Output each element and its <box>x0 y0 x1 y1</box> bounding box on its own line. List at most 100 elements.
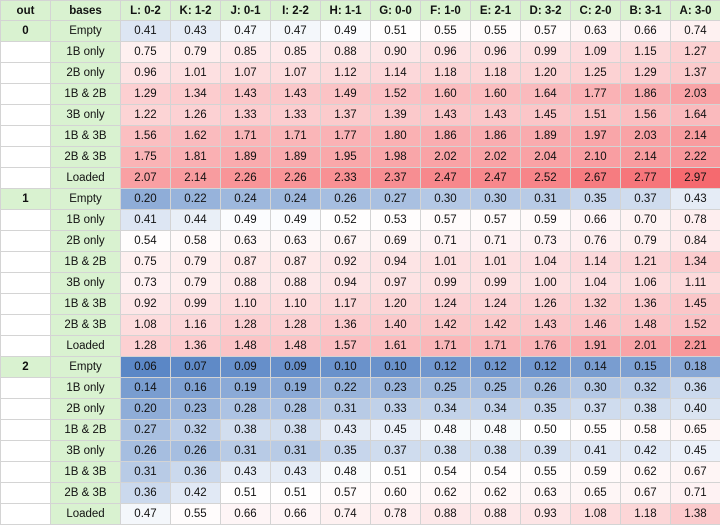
value-cell: 1.14 <box>371 63 421 84</box>
value-cell: 0.41 <box>121 210 171 231</box>
bases-label: 2B & 3B <box>51 315 121 336</box>
value-cell: 0.79 <box>171 273 221 294</box>
header-count-1: K: 1-2 <box>171 1 221 21</box>
value-cell: 0.51 <box>221 483 271 504</box>
value-cell: 0.57 <box>471 210 521 231</box>
bases-label: 1B only <box>51 42 121 63</box>
value-cell: 0.44 <box>171 210 221 231</box>
value-cell: 0.20 <box>121 399 171 420</box>
value-cell: 0.63 <box>571 21 621 42</box>
out-blank <box>1 315 51 336</box>
value-cell: 2.01 <box>621 336 671 357</box>
value-cell: 0.43 <box>671 189 720 210</box>
value-cell: 0.85 <box>271 42 321 63</box>
value-cell: 0.49 <box>321 21 371 42</box>
value-cell: 0.99 <box>471 273 521 294</box>
value-cell: 1.01 <box>421 252 471 273</box>
value-cell: 1.49 <box>321 84 371 105</box>
value-cell: 0.12 <box>471 357 521 378</box>
value-cell: 1.22 <box>121 105 171 126</box>
value-cell: 1.36 <box>321 315 371 336</box>
value-cell: 2.33 <box>321 168 371 189</box>
header-count-4: H: 1-1 <box>321 1 371 21</box>
value-cell: 2.03 <box>671 84 720 105</box>
value-cell: 0.24 <box>271 189 321 210</box>
value-cell: 0.48 <box>471 420 521 441</box>
value-cell: 0.26 <box>321 189 371 210</box>
bases-label: 1B only <box>51 210 121 231</box>
out-blank <box>1 420 51 441</box>
value-cell: 1.71 <box>471 336 521 357</box>
value-cell: 0.73 <box>521 231 571 252</box>
value-cell: 0.39 <box>521 441 571 462</box>
value-cell: 0.47 <box>121 504 171 525</box>
value-cell: 0.48 <box>321 462 371 483</box>
value-cell: 0.14 <box>571 357 621 378</box>
value-cell: 0.34 <box>421 399 471 420</box>
value-cell: 0.32 <box>171 420 221 441</box>
value-cell: 0.38 <box>221 420 271 441</box>
value-cell: 0.49 <box>271 210 321 231</box>
value-cell: 1.64 <box>521 84 571 105</box>
value-cell: 0.54 <box>121 231 171 252</box>
value-cell: 0.31 <box>321 399 371 420</box>
value-cell: 1.62 <box>171 126 221 147</box>
bases-label: Loaded <box>51 336 121 357</box>
value-cell: 1.14 <box>571 252 621 273</box>
value-cell: 0.42 <box>171 483 221 504</box>
value-cell: 0.42 <box>621 441 671 462</box>
out-blank <box>1 252 51 273</box>
value-cell: 0.27 <box>121 420 171 441</box>
value-cell: 0.96 <box>471 42 521 63</box>
value-cell: 0.20 <box>121 189 171 210</box>
value-cell: 0.51 <box>271 483 321 504</box>
value-cell: 0.57 <box>421 210 471 231</box>
value-cell: 2.77 <box>621 168 671 189</box>
value-cell: 2.02 <box>471 147 521 168</box>
value-cell: 0.71 <box>421 231 471 252</box>
value-cell: 1.40 <box>371 315 421 336</box>
value-cell: 0.96 <box>421 42 471 63</box>
value-cell: 0.57 <box>321 483 371 504</box>
header-count-3: I: 2-2 <box>271 1 321 21</box>
bases-label: 2B & 3B <box>51 483 121 504</box>
bases-label: 1B & 3B <box>51 462 121 483</box>
value-cell: 2.26 <box>221 168 271 189</box>
value-cell: 1.16 <box>171 315 221 336</box>
value-cell: 0.58 <box>171 231 221 252</box>
value-cell: 1.27 <box>671 42 720 63</box>
value-cell: 0.99 <box>421 273 471 294</box>
value-cell: 0.28 <box>271 399 321 420</box>
header-count-7: E: 2-1 <box>471 1 521 21</box>
value-cell: 0.14 <box>121 378 171 399</box>
value-cell: 1.48 <box>221 336 271 357</box>
value-cell: 0.73 <box>121 273 171 294</box>
value-cell: 1.10 <box>271 294 321 315</box>
value-cell: 0.12 <box>421 357 471 378</box>
value-cell: 0.71 <box>671 483 720 504</box>
value-cell: 0.96 <box>121 63 171 84</box>
value-cell: 1.36 <box>621 294 671 315</box>
out-blank <box>1 336 51 357</box>
value-cell: 0.19 <box>221 378 271 399</box>
value-cell: 1.71 <box>221 126 271 147</box>
value-cell: 0.33 <box>371 399 421 420</box>
value-cell: 0.31 <box>121 462 171 483</box>
value-cell: 0.94 <box>321 273 371 294</box>
value-cell: 1.32 <box>571 294 621 315</box>
value-cell: 1.60 <box>471 84 521 105</box>
value-cell: 1.06 <box>621 273 671 294</box>
value-cell: 0.47 <box>221 21 271 42</box>
value-cell: 0.23 <box>371 378 421 399</box>
value-cell: 0.36 <box>171 462 221 483</box>
value-cell: 1.80 <box>371 126 421 147</box>
value-cell: 1.43 <box>421 105 471 126</box>
bases-label: 1B & 3B <box>51 126 121 147</box>
